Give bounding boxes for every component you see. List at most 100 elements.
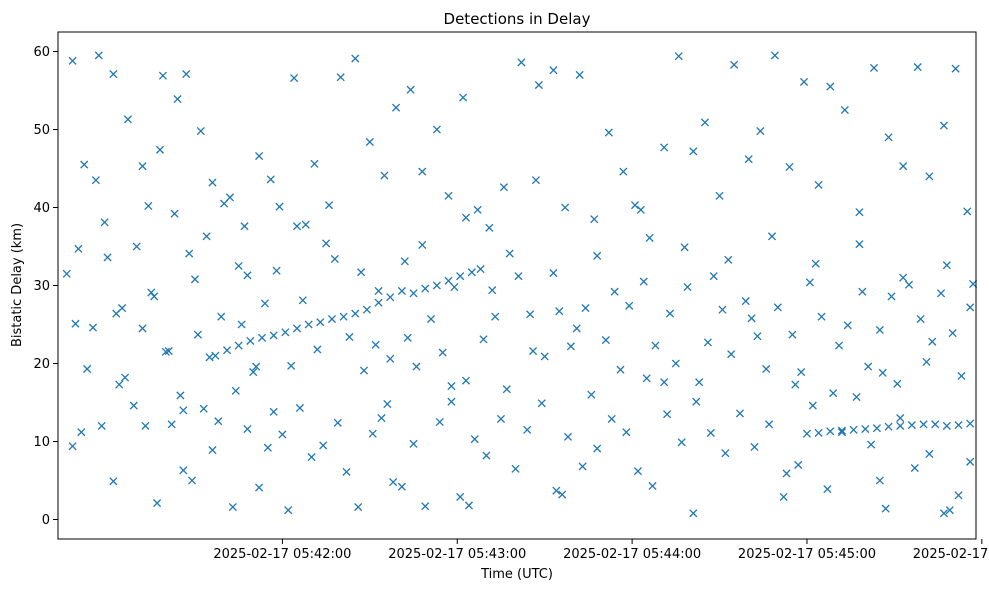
y-tick-label-1: 10 [33,435,50,450]
data-point-301 [864,362,873,371]
data-point-116 [435,417,444,427]
data-point-241 [202,232,211,241]
data-point-249 [260,299,269,308]
data-point-137 [721,449,730,458]
data-point-167 [616,365,625,374]
data-point-81 [680,243,689,252]
data-point-158 [205,353,214,362]
data-point-248 [252,362,261,371]
data-point-151 [925,449,934,459]
data-point-199 [362,305,371,314]
data-point-276 [587,390,596,399]
data-point-100 [228,502,237,512]
data-point-250 [263,443,272,452]
data-point-86 [899,273,908,282]
data-point-216 [872,424,881,433]
data-point-150 [910,463,919,473]
data-point-21 [336,73,345,82]
data-point-48 [715,191,724,200]
data-point-186 [211,351,220,360]
data-point-132 [648,481,657,491]
data-point-38 [575,70,584,79]
data-point-50 [744,155,753,164]
data-point-267 [488,286,497,295]
data-point-90 [97,421,106,430]
data-point-191 [269,331,278,340]
data-point-23 [365,137,374,147]
data-point-84 [811,259,820,268]
data-point-254 [324,201,334,210]
data-point-237 [170,209,179,218]
x-tick-label-3: 2025-02-17 05:45:00 [738,547,876,562]
data-point-255 [345,332,354,342]
data-point-278 [610,287,619,296]
data-point-14 [255,151,264,161]
data-point-74 [374,286,383,296]
data-point-8 [173,95,182,104]
data-point-34 [517,58,526,67]
data-point-87 [942,261,951,270]
data-point-147 [867,440,876,449]
data-point-168 [660,378,669,387]
data-point-134 [677,438,686,447]
data-point-140 [765,420,774,429]
data-point-218 [896,421,905,430]
data-point-300 [858,287,867,296]
data-point-226 [71,319,80,328]
data-point-183 [782,469,791,478]
data-point-25 [391,103,401,112]
data-point-94 [153,499,162,508]
data-point-180 [464,501,473,510]
data-point-16 [275,202,284,211]
data-point-198 [351,309,360,318]
data-point-152 [939,509,949,518]
data-point-303 [887,292,896,301]
data-point-185 [945,506,954,515]
data-point-55 [814,180,823,189]
data-point-213 [837,426,847,435]
data-point-268 [502,385,511,394]
data-point-196 [327,314,337,324]
data-point-174 [922,357,931,366]
data-point-154 [966,457,975,466]
data-point-22 [351,54,360,63]
data-point-173 [878,368,887,377]
data-point-91 [115,380,124,389]
data-point-68 [103,253,112,262]
data-point-284 [671,359,680,368]
data-point-28 [432,125,441,134]
data-point-264 [450,283,459,292]
data-point-163 [447,382,456,391]
data-point-3 [109,70,118,79]
data-point-120 [482,451,491,460]
data-point-136 [706,428,715,437]
data-point-35 [534,80,543,90]
data-point-207 [456,272,465,281]
data-point-107 [319,441,328,450]
data-point-170 [747,314,756,323]
data-point-217 [884,422,893,431]
data-point-101 [243,424,252,434]
data-point-211 [814,428,823,437]
data-point-225 [62,269,71,278]
data-point-201 [386,293,395,302]
data-point-169 [703,338,712,347]
data-point-269 [514,272,523,281]
data-point-142 [794,460,803,469]
data-point-162 [403,333,412,342]
data-point-144 [823,485,832,494]
data-point-298 [829,389,838,398]
data-point-286 [695,378,704,387]
data-point-37 [561,203,570,212]
data-point-309 [948,329,957,338]
data-point-45 [674,52,683,61]
data-point-243 [217,312,226,321]
data-point-266 [479,335,488,344]
data-point-258 [377,414,386,423]
data-point-206 [444,276,453,285]
data-point-49 [730,60,739,69]
data-point-234 [150,292,159,301]
x-tick-label-1: 2025-02-17 05:43:00 [388,547,526,562]
data-point-123 [523,425,532,434]
data-point-159 [249,368,258,377]
